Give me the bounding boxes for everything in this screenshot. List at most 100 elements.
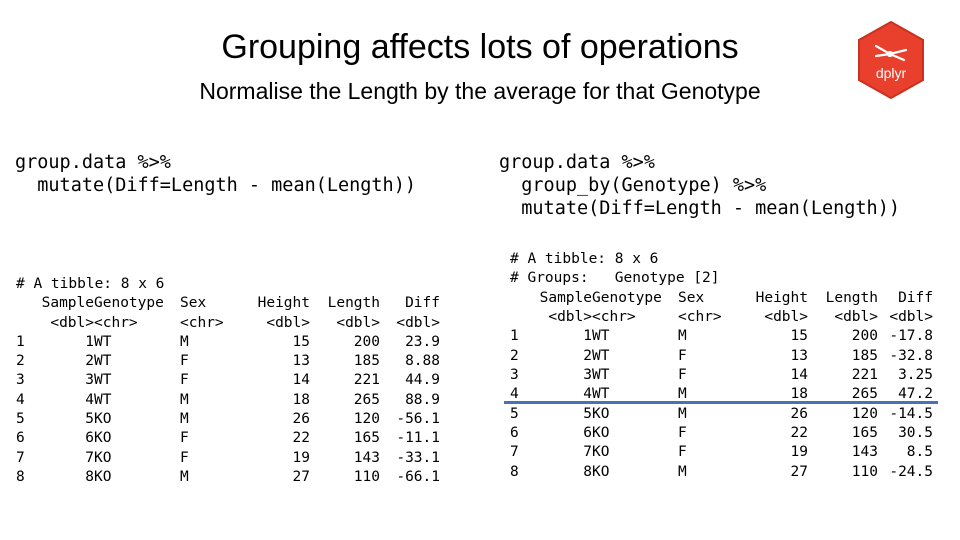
column-type: <dbl>: [764, 309, 808, 326]
tibble-header-row: SampleGenotype Sex Height Length Diff: [16, 294, 440, 313]
column-header: Height: [257, 295, 310, 312]
column-header: Diff: [898, 289, 933, 306]
table-cell: 88.9: [405, 391, 440, 408]
table-cell: 143: [851, 444, 878, 461]
table-cell: 8.88: [405, 353, 440, 370]
table-row: 1 1WT M 15 200 -17.8: [510, 327, 933, 346]
table-cell: F: [678, 347, 687, 364]
column-type: <dbl>: [548, 309, 592, 326]
right-code-line: group_by(Genotype) %>%: [499, 175, 767, 196]
table-cell: 110: [851, 463, 878, 480]
table-cell: M: [180, 411, 189, 428]
table-cell: 22: [292, 430, 310, 447]
table-row: 6 6KO F 22 165 -11.1: [16, 429, 440, 448]
table-cell: KO: [94, 430, 112, 447]
table-cell: KO: [94, 449, 112, 466]
table-cell: 200: [353, 333, 380, 350]
table-cell: 6: [583, 425, 592, 442]
table-cell: -32.8: [889, 347, 933, 364]
table-row: 2 2WT F 13 185 8.88: [16, 352, 440, 371]
table-cell: -33.1: [396, 449, 440, 466]
table-cell: 1: [583, 328, 592, 345]
table-cell: WT: [592, 367, 610, 384]
table-cell: M: [180, 333, 189, 350]
table-cell: 8: [510, 463, 519, 480]
column-type: <dbl>: [50, 314, 94, 331]
table-cell: 4: [583, 386, 592, 403]
table-cell: 23.9: [405, 333, 440, 350]
pliers-icon: [874, 44, 908, 62]
column-header: Sample: [539, 289, 592, 306]
table-row: 4 4WT M 18 265 47.2: [510, 385, 933, 404]
column-header: Diff: [405, 295, 440, 312]
slide-title: Grouping affects lots of operations: [221, 28, 739, 66]
tibble-meta-line: # Groups: Genotype [2]: [510, 270, 720, 287]
table-cell: 27: [292, 468, 310, 485]
table-cell: 7: [85, 449, 94, 466]
table-cell: 185: [353, 353, 380, 370]
table-cell: 26: [790, 405, 808, 422]
table-cell: -11.1: [396, 430, 440, 447]
table-cell: 2: [16, 353, 25, 370]
table-cell: -66.1: [396, 468, 440, 485]
table-cell: KO: [592, 444, 610, 461]
table-cell: WT: [592, 347, 610, 364]
table-cell: 7: [510, 444, 519, 461]
left-code-block: group.data %>% mutate(Diff=Length - mean…: [15, 151, 416, 197]
table-cell: F: [678, 367, 687, 384]
column-header: Genotype: [592, 289, 662, 306]
column-type: <chr>: [94, 314, 138, 331]
table-cell: 120: [851, 405, 878, 422]
table-cell: 165: [353, 430, 380, 447]
tibble-meta-line: # A tibble: 8 x 6: [16, 276, 165, 292]
right-code-line: mutate(Diff=Length - mean(Length)): [499, 198, 900, 219]
table-cell: 1: [85, 333, 94, 350]
table-row: 8 8KO M 27 110 -24.5: [510, 463, 933, 482]
hex-shape: [858, 20, 924, 100]
column-type: <chr>: [180, 314, 224, 331]
table-cell: 6: [16, 430, 25, 447]
table-row: 7 7KO F 19 143 -33.1: [16, 449, 440, 468]
table-cell: 200: [851, 328, 878, 345]
table-cell: 265: [353, 391, 380, 408]
table-cell: 265: [851, 386, 878, 403]
table-cell: 120: [353, 411, 380, 428]
table-cell: KO: [94, 468, 112, 485]
table-cell: 18: [790, 386, 808, 403]
table-cell: F: [180, 372, 189, 389]
table-cell: -24.5: [889, 463, 933, 480]
table-cell: 44.9: [405, 372, 440, 389]
table-cell: WT: [592, 386, 610, 403]
table-cell: 2: [510, 347, 519, 364]
table-cell: 8.5: [906, 444, 933, 461]
table-cell: KO: [94, 411, 112, 428]
tibble-header-row: SampleGenotype Sex Height Length Diff: [510, 289, 933, 308]
table-cell: F: [678, 425, 687, 442]
table-cell: 185: [851, 347, 878, 364]
column-type: <dbl>: [889, 309, 933, 326]
column-header: Sex: [180, 295, 207, 312]
column-header: Sample: [41, 295, 94, 312]
table-cell: WT: [94, 353, 112, 370]
table-cell: 4: [85, 391, 94, 408]
table-row: 2 2WT F 13 185 -32.8: [510, 347, 933, 366]
table-cell: 8: [85, 468, 94, 485]
table-cell: 3: [510, 367, 519, 384]
table-cell: 2: [85, 353, 94, 370]
column-type: <dbl>: [266, 314, 310, 331]
table-cell: M: [180, 468, 189, 485]
table-cell: 4: [16, 391, 25, 408]
table-cell: -56.1: [396, 411, 440, 428]
table-cell: 221: [851, 367, 878, 384]
column-header: Height: [755, 289, 808, 306]
table-cell: 14: [292, 372, 310, 389]
table-cell: 2: [583, 347, 592, 364]
table-cell: M: [678, 328, 687, 345]
table-cell: 8: [583, 463, 592, 480]
table-cell: WT: [94, 333, 112, 350]
table-cell: 1: [510, 328, 519, 345]
tibble-type-row: <dbl><chr> <chr> <dbl> <dbl> <dbl>: [510, 308, 933, 327]
table-row: 5 5KO M 26 120 -56.1: [16, 410, 440, 429]
table-row: 5 5KO M 26 120 -14.5: [510, 405, 933, 424]
group-separator-line: [504, 401, 938, 404]
